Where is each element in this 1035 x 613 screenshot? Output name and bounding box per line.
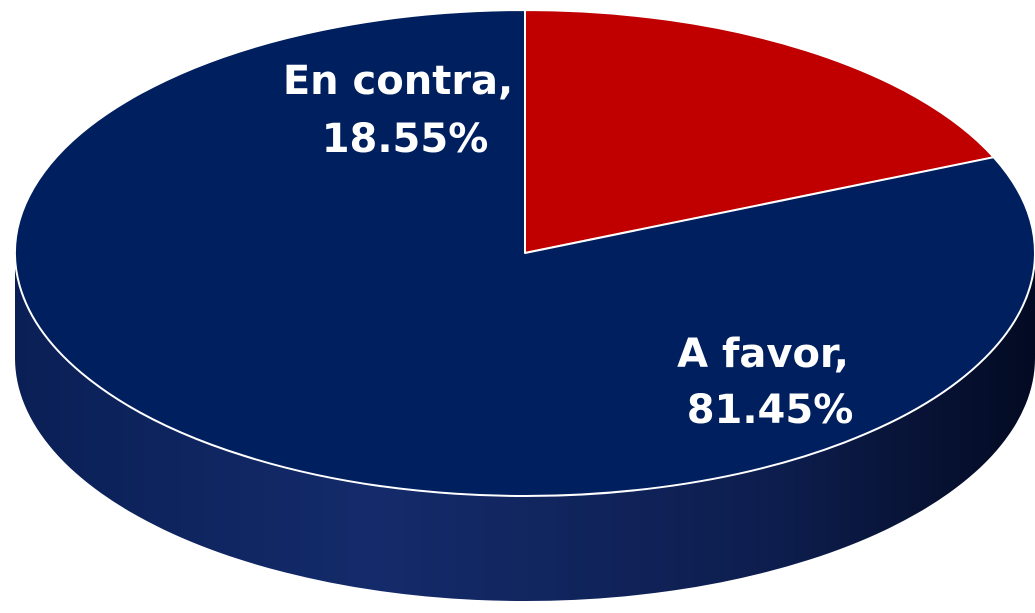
pie-top-face bbox=[14, 9, 1035, 497]
pie-labels: En contra, 18.55% A favor, 81.45% bbox=[283, 58, 863, 433]
label-en-contra-value: 18.55% bbox=[322, 116, 489, 162]
label-a-favor-value: 81.45% bbox=[687, 387, 854, 433]
pie-depth-side bbox=[15, 253, 1035, 601]
label-a-favor-name: A favor, bbox=[677, 331, 849, 377]
label-a-favor: A favor, 81.45% bbox=[677, 331, 863, 433]
pie-slice-en-contra bbox=[524, 9, 995, 254]
pie-slice-a-favor bbox=[14, 9, 1035, 497]
label-en-contra: En contra, 18.55% bbox=[283, 58, 527, 162]
pie-side-a-favor bbox=[15, 253, 1035, 601]
label-en-contra-name: En contra, bbox=[283, 58, 513, 104]
